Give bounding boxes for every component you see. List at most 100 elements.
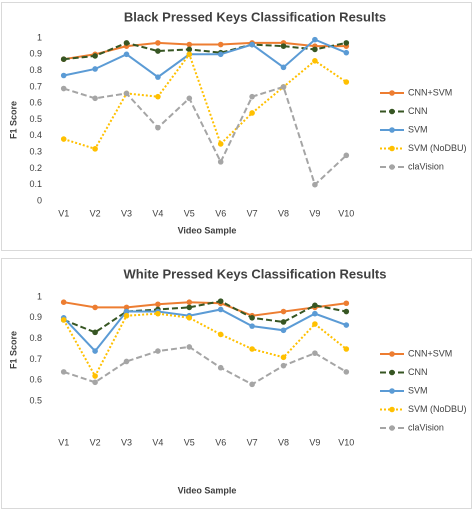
point	[343, 346, 350, 352]
point	[92, 146, 98, 152]
x-tick-label: V4	[152, 437, 163, 447]
y-tick-label: 0.6	[29, 98, 42, 108]
point	[155, 93, 161, 100]
point	[92, 66, 98, 72]
legend-marker	[389, 369, 395, 376]
point	[217, 141, 224, 147]
point	[186, 46, 193, 53]
point	[60, 72, 67, 79]
point	[312, 36, 318, 43]
legend-label: claVision	[408, 161, 444, 171]
x-tick-label: V4	[152, 208, 163, 218]
point	[60, 369, 67, 375]
y-tick-label: 0.7	[29, 81, 42, 91]
point	[92, 373, 98, 379]
legend-marker	[389, 90, 395, 96]
point	[343, 308, 350, 315]
x-tick-label: V5	[184, 208, 195, 218]
point	[280, 319, 287, 325]
point	[217, 306, 224, 313]
y-tick-label: 0.3	[29, 146, 42, 156]
point	[312, 321, 318, 327]
series-line	[63, 52, 347, 151]
x-tick-label: V5	[184, 437, 195, 447]
point	[92, 53, 98, 59]
x-tick-label: V6	[215, 437, 226, 447]
x-tick-label: V2	[90, 208, 101, 218]
point	[155, 40, 161, 46]
point	[92, 304, 98, 311]
series-line	[63, 301, 347, 317]
point	[186, 51, 193, 58]
point	[343, 79, 350, 85]
point	[343, 152, 350, 159]
point	[312, 302, 318, 309]
point	[217, 159, 224, 165]
chart-title: White Pressed Keys Classification Result…	[124, 266, 387, 281]
legend-marker	[389, 406, 395, 413]
y-tick-label: 0.5	[29, 395, 42, 405]
y-tick-label: 0.4	[29, 130, 42, 140]
point	[249, 110, 255, 116]
point	[155, 48, 161, 54]
y-tick-label: 0.2	[29, 163, 42, 173]
point	[343, 40, 350, 46]
y-tick-label: 0.8	[29, 65, 42, 75]
x-axis-title: Video Sample	[178, 485, 237, 495]
point	[60, 56, 67, 62]
legend-label: CNN	[408, 106, 428, 116]
x-tick-label: V8	[278, 208, 289, 218]
point	[123, 40, 130, 46]
point	[280, 362, 287, 369]
y-tick-label: 1	[37, 32, 42, 42]
point	[123, 51, 130, 58]
y-tick-label: 0.5	[29, 114, 42, 124]
point	[280, 308, 287, 315]
point	[155, 74, 161, 80]
y-axis-title: F1 Score	[8, 331, 18, 369]
point	[343, 322, 350, 328]
legend-marker	[389, 351, 395, 357]
point	[123, 90, 130, 97]
legend-label: claVision	[408, 422, 444, 432]
legend-label: CNN+SVM	[408, 348, 452, 358]
y-tick-label: 0.1	[29, 179, 42, 189]
point	[123, 308, 130, 315]
point	[92, 379, 98, 386]
legend-label: CNN+SVM	[408, 87, 452, 97]
point	[280, 354, 287, 361]
point	[249, 381, 255, 388]
point	[312, 350, 318, 356]
point	[312, 310, 318, 317]
point	[217, 364, 224, 371]
point	[155, 348, 161, 354]
point	[123, 358, 130, 365]
point	[343, 369, 350, 375]
point	[249, 41, 255, 48]
series-line	[63, 38, 347, 79]
point	[312, 181, 318, 188]
legend-label: SVM	[408, 124, 428, 134]
x-tick-label: V3	[121, 208, 132, 218]
x-tick-label: V3	[121, 437, 132, 447]
point	[186, 95, 193, 102]
point	[155, 301, 161, 308]
legend-marker	[389, 388, 395, 394]
series-line	[63, 41, 347, 61]
x-tick-label: V2	[90, 437, 101, 447]
point	[312, 46, 318, 53]
point	[249, 93, 255, 100]
point	[92, 348, 98, 354]
point	[217, 51, 224, 58]
point	[249, 323, 255, 329]
chart-title: Black Pressed Keys Classification Result…	[124, 9, 386, 24]
point	[280, 327, 287, 334]
x-tick-label: V7	[247, 437, 258, 447]
point	[217, 331, 224, 338]
legend-marker	[389, 145, 395, 152]
x-tick-label: V10	[338, 208, 354, 218]
y-tick-label: 1	[37, 291, 42, 301]
legend-marker	[389, 108, 395, 115]
x-tick-label: V10	[338, 437, 354, 447]
